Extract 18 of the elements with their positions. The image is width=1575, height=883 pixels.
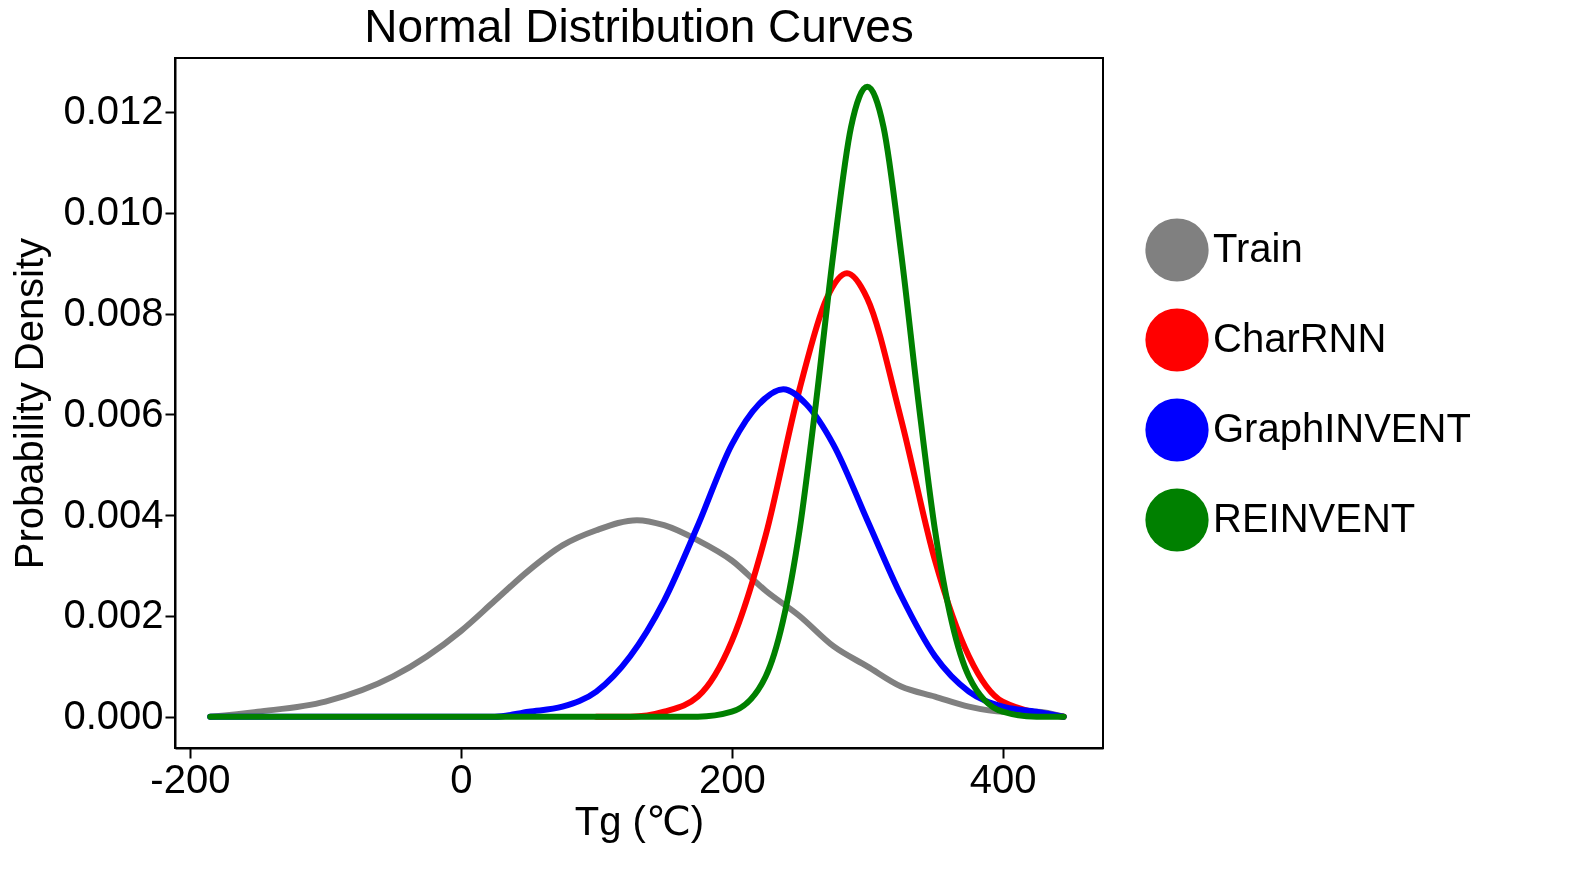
legend-label: CharRNN xyxy=(1213,316,1387,360)
y-tick-label: 0.002 xyxy=(63,592,164,637)
legend-label: REINVENT xyxy=(1213,496,1416,540)
y-tick-label: 0.010 xyxy=(63,189,164,234)
x-axis-title: Tg (℃) xyxy=(574,798,705,843)
y-axis-title: Probability Density xyxy=(7,237,52,570)
x-tick-label: 400 xyxy=(969,756,1037,801)
x-tick-label: 200 xyxy=(698,756,766,801)
x-tick-label: -200 xyxy=(150,756,231,801)
y-tick-label: 0.004 xyxy=(63,491,164,536)
chart-title: Normal Distribution Curves xyxy=(364,0,914,52)
y-tick-label: 0.006 xyxy=(63,390,164,435)
x-tick-label: 0 xyxy=(450,756,473,801)
y-tick-label: 0.000 xyxy=(63,693,164,738)
y-tick-label: 0.008 xyxy=(63,290,164,335)
legend-label: Train xyxy=(1213,226,1303,270)
legend-label: GraphINVENT xyxy=(1213,406,1471,450)
y-tick-label: 0.012 xyxy=(63,88,164,133)
